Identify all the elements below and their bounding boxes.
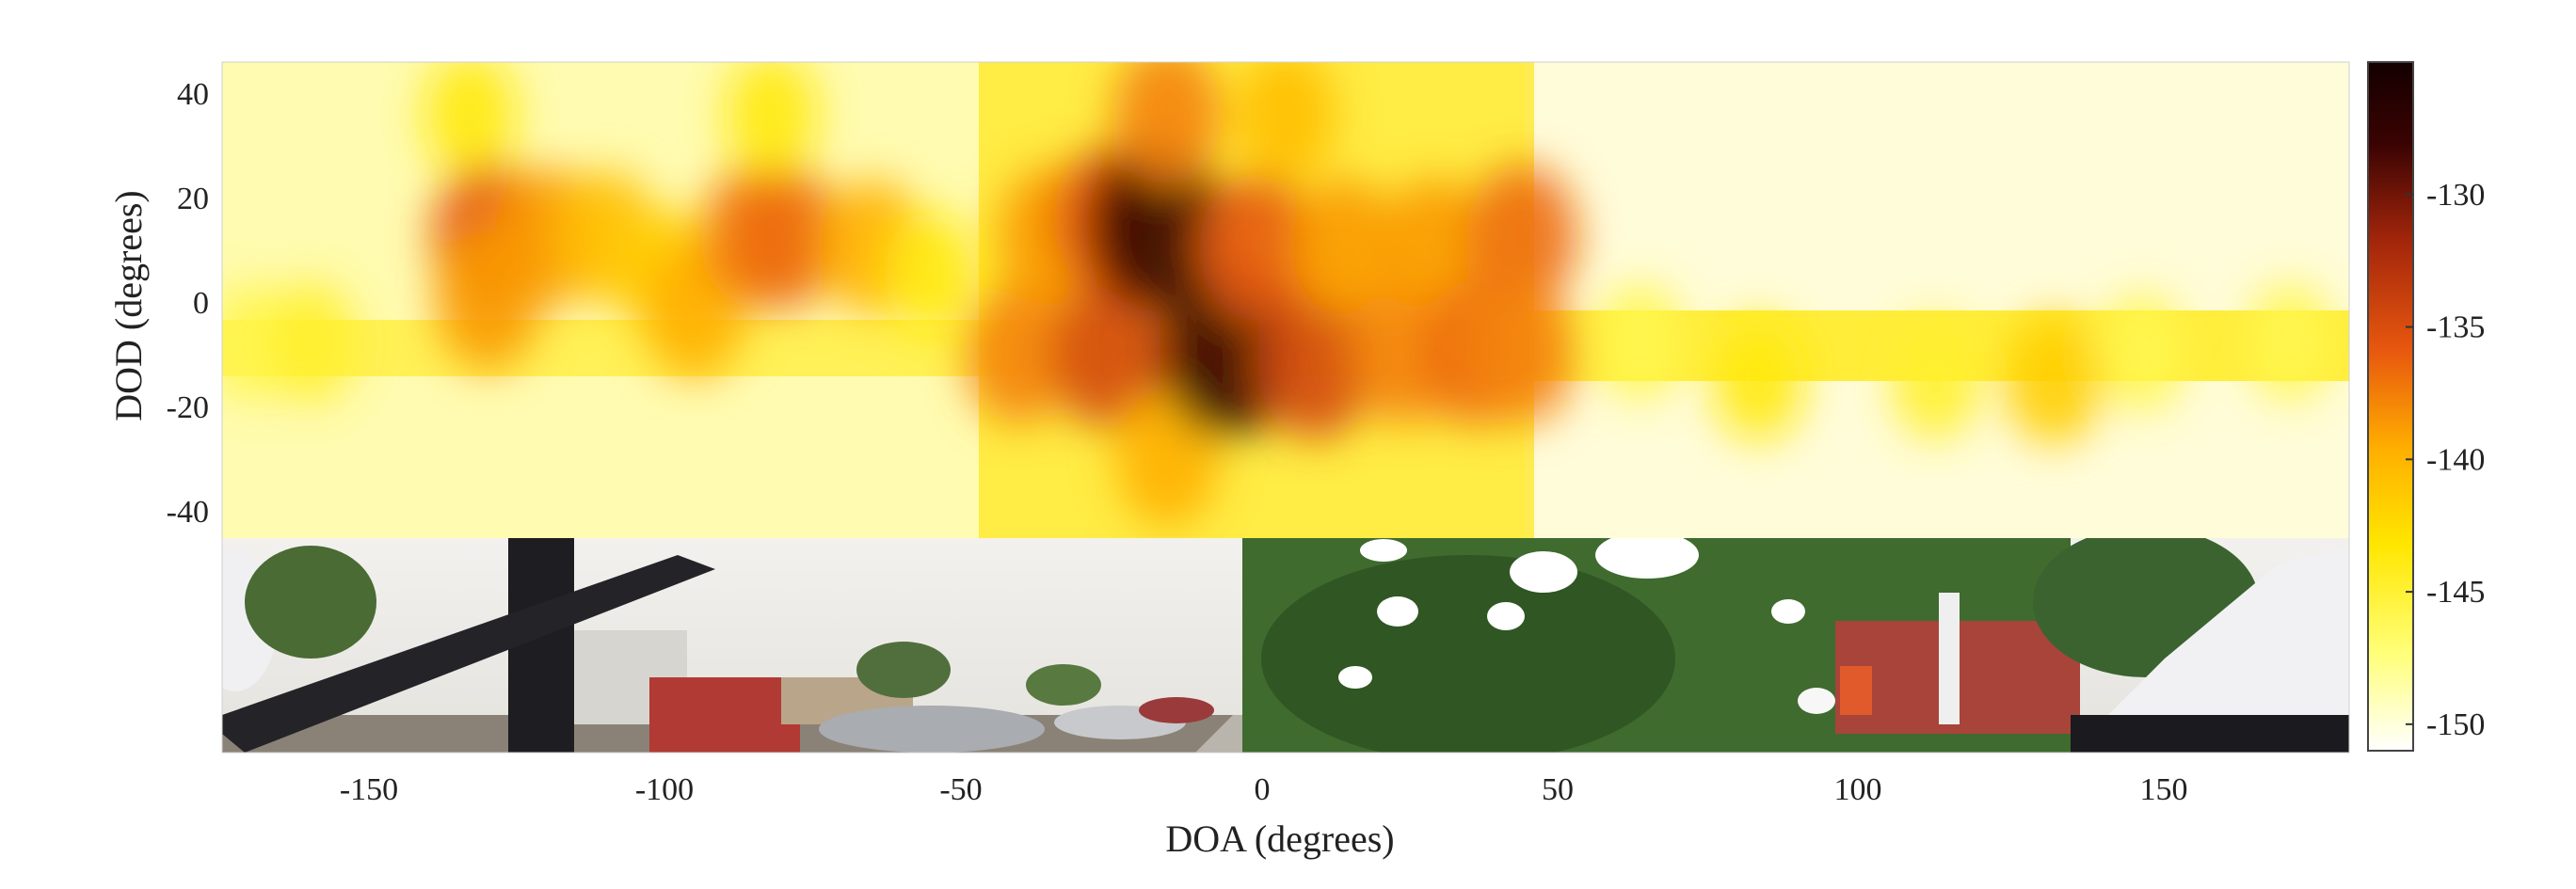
x-tick-label: 100 (1834, 772, 1882, 807)
heatmap-cells (222, 62, 2334, 527)
photo-tree-left (245, 546, 376, 659)
photo-tree-mid-2 (1026, 664, 1101, 706)
photo-white-dome-right (2099, 546, 2349, 724)
photo-foliage-dark (1261, 555, 1675, 753)
heatmap-cell (1890, 319, 1981, 440)
photo-cables (222, 555, 715, 753)
heatmap-cell (1711, 317, 1805, 442)
x-axis: -150 -100 -50 0 50 100 150 DOA (degrees) (340, 772, 2188, 860)
heatmap-cell (884, 212, 978, 336)
x-tick-label: -50 (939, 772, 982, 807)
colorbar-tick-label: -140 (2426, 442, 2485, 477)
heatmap-plot-area (222, 62, 2349, 538)
y-tick-label: 0 (193, 286, 209, 321)
heatmap-cell (2098, 294, 2187, 412)
heatmap-cell (424, 62, 518, 177)
y-tick-label: -40 (167, 495, 209, 530)
photo-rose-7 (1798, 688, 1835, 714)
photo-rose-8 (1360, 539, 1407, 562)
colorbar-tick-label: -150 (2426, 707, 2485, 742)
heatmap-cell (1199, 173, 1313, 321)
x-tick-label: 150 (2140, 772, 2188, 807)
photo-house-column (1939, 593, 1960, 724)
panorama-photo-strip (222, 538, 2349, 753)
heatmap-cell (1291, 178, 1398, 317)
x-tick-label: 50 (1542, 772, 1574, 807)
photo-house-door (1840, 666, 1872, 715)
colorbar-ticks: -130 -135 -140 -145 -150 (2406, 178, 2485, 742)
heatmap-cell (1466, 164, 1577, 310)
y-tick-label: -20 (167, 390, 209, 425)
y-axis: 40 20 0 -20 -40 DOD (degrees) (107, 77, 209, 530)
photo-tree-mid (856, 642, 951, 698)
photo-equipment (649, 677, 800, 753)
photo-rose-1 (1510, 551, 1577, 593)
photo-rose-6 (1338, 666, 1372, 689)
colorbar-tick-label: -130 (2426, 178, 2485, 213)
y-tick-label: 20 (177, 182, 209, 216)
heatmap-cell (1112, 62, 1222, 186)
photo-rose-5 (1771, 599, 1805, 624)
heatmap-cell (966, 282, 1074, 424)
heatmap-cell (2246, 283, 2334, 402)
photo-car-1 (819, 706, 1045, 753)
heatmap-cell (725, 62, 819, 177)
heatmap-cell (1050, 278, 1167, 428)
heatmap-cell (265, 281, 357, 404)
x-axis-title: DOA (degrees) (1165, 818, 1394, 860)
photo-rose-4 (1487, 602, 1525, 630)
colorbar-tick-label: -145 (2426, 575, 2485, 610)
heatmap-cell (728, 164, 840, 310)
x-tick-label: 0 (1255, 772, 1271, 807)
plot-frame (221, 61, 2350, 754)
colorbar: -130 -135 -140 -145 -150 (2367, 61, 2485, 752)
colorbar-gradient (2367, 61, 2414, 752)
heatmap-cell (1595, 283, 1685, 402)
y-axis-title: DOD (degrees) (107, 190, 150, 421)
photo-car-3 (1139, 697, 1214, 723)
heatmap-cell (2004, 314, 2104, 445)
photo-rose-2 (1595, 538, 1699, 579)
heatmap-cell (1467, 282, 1576, 424)
y-tick-label: 40 (177, 77, 209, 112)
x-tick-label: -100 (635, 772, 694, 807)
heatmap-cell (1235, 62, 1336, 182)
colorbar-tick-label: -135 (2426, 310, 2485, 345)
heatmap-cell (1380, 178, 1487, 317)
photo-dark-base-right (2071, 715, 2349, 753)
x-tick-label: -150 (340, 772, 398, 807)
heatmap-cell (1256, 288, 1373, 439)
photo-rose-3 (1377, 596, 1418, 627)
heatmap-cell (1088, 140, 1223, 311)
